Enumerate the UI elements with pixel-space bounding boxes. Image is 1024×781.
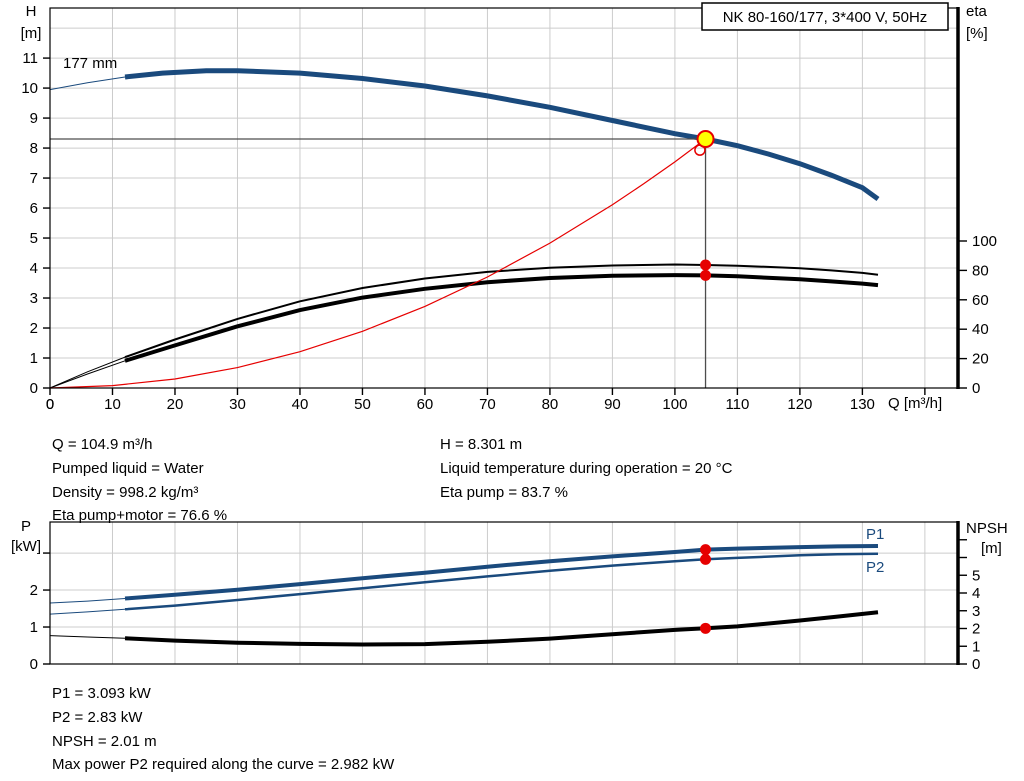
npsh-curve xyxy=(124,610,879,647)
tick-label: 1 xyxy=(30,350,38,367)
h-axis-unit: [m] xyxy=(21,25,42,42)
p-axis-unit: [kW] xyxy=(11,538,41,555)
info-line-temperature: Liquid temperature during operation = 20… xyxy=(440,459,733,477)
p1-curve xyxy=(124,544,879,601)
tick-label: 1 xyxy=(30,619,38,636)
tick-label: 60 xyxy=(972,292,989,309)
tick-label: 1 xyxy=(972,638,980,655)
info-line-p2: P2 = 2.83 kW xyxy=(52,708,143,726)
tick-label: 9 xyxy=(30,110,38,127)
tick-label: 0 xyxy=(972,656,980,673)
tick-label: 4 xyxy=(30,260,38,277)
tick-label: 100 xyxy=(662,396,687,413)
tick-label: 3 xyxy=(30,290,38,307)
info-line-p1: P1 = 3.093 kW xyxy=(52,685,151,702)
tick-label: 11 xyxy=(22,50,38,67)
tick-label: 30 xyxy=(229,396,246,413)
info-line-npsh: NPSH = 2.01 m xyxy=(52,732,157,750)
tick-label: 0 xyxy=(30,380,38,397)
eta-axis-label: eta xyxy=(966,3,988,20)
tick-label: 40 xyxy=(292,396,309,413)
duty-info-right: H = 8.301 m Liquid temperature during op… xyxy=(440,433,732,504)
p1-curve xyxy=(49,598,126,604)
tick-label: 0 xyxy=(30,656,38,673)
tick-label: 7 xyxy=(30,170,38,187)
pump-title: NK 80-160/177, 3*400 V, 50Hz xyxy=(723,9,928,26)
eta-pump-curve xyxy=(49,356,126,389)
eta-pump-dot xyxy=(700,259,712,271)
info-line-eta-pump-motor: Eta pump+motor = 76.6 % xyxy=(52,507,228,525)
tick-label: 4 xyxy=(972,585,980,602)
tick-label: 2 xyxy=(972,621,980,638)
tick-label: 50 xyxy=(354,396,371,413)
pump-title-box xyxy=(701,2,949,31)
eta-pump-motor-curve xyxy=(124,273,879,363)
qh-chart: 0 10 20 30 40 50 60 70 80 90 100 110 120 130012345678… xyxy=(21,7,997,413)
h-curve xyxy=(124,68,880,202)
tick-label: 20 xyxy=(167,396,184,413)
tick-label: 5 xyxy=(972,567,980,584)
tick-label: 20 xyxy=(972,351,989,368)
info-line-h: H = 8.301 m xyxy=(440,436,523,453)
tick-label: 70 xyxy=(479,396,496,413)
tick-label: 10 xyxy=(21,80,38,97)
npsh-axis-unit: [m] xyxy=(981,540,1002,557)
tick-label: 2 xyxy=(30,582,38,599)
p2-curve-label: P2 xyxy=(866,559,884,576)
info-line-liquid: Pumped liquid = Water xyxy=(52,459,204,477)
npsh-curve xyxy=(49,635,126,639)
p1-dot xyxy=(700,544,712,556)
tick-label: 90 xyxy=(604,396,621,413)
info-line-q: Q = 104.9 m³/h xyxy=(52,436,153,453)
tick-label: 130 xyxy=(850,396,875,413)
npsh-axis-label: NPSH xyxy=(966,520,1008,537)
q-axis-label: Q [m³/h] xyxy=(888,395,942,412)
tick-label: 8 xyxy=(30,140,38,157)
tick-label: 0 xyxy=(46,396,54,413)
impeller-diameter-label: 177 mm xyxy=(63,55,117,72)
duty-info-left: Q = 104.9 m³/h Pumped liquid = Water Den… xyxy=(52,433,227,528)
npsh-dot xyxy=(700,622,712,634)
p-axis-label: P xyxy=(21,518,31,535)
system-curve xyxy=(49,138,706,389)
tick-label: 110 xyxy=(725,396,749,413)
tick-label: 80 xyxy=(542,396,559,413)
tick-label: 5 xyxy=(30,230,38,247)
info-line-density: Density = 998.2 kg/m³ xyxy=(52,483,199,501)
p2-dot xyxy=(700,553,712,565)
duty-point-marker[interactable] xyxy=(696,130,715,149)
eta-pump-curve xyxy=(124,263,879,359)
plot-border xyxy=(49,7,959,389)
p2-curve xyxy=(124,552,879,611)
info-line-max-p2: Max power P2 required along the curve = … xyxy=(52,756,395,774)
tick-label: 100 xyxy=(972,233,997,250)
h-curve xyxy=(49,76,126,91)
tick-label: 2 xyxy=(30,320,38,337)
eta-pump-motor-dot xyxy=(700,269,712,281)
p2-curve xyxy=(49,608,126,615)
tick-label: 3 xyxy=(972,603,980,620)
info-line-eta-pump: Eta pump = 83.7 % xyxy=(440,483,568,501)
p1-curve-label: P1 xyxy=(866,526,884,543)
power-info: P1 = 3.093 kW P2 = 2.83 kW NPSH = 2.01 m… xyxy=(52,682,394,777)
tick-label: 40 xyxy=(972,321,989,338)
eta-pump-motor-curve xyxy=(49,360,126,389)
h-axis-label: H xyxy=(26,3,37,20)
tick-label: 6 xyxy=(30,200,38,217)
tick-label: 80 xyxy=(972,262,989,279)
tick-label: 120 xyxy=(787,396,812,413)
eta-axis-unit: [%] xyxy=(966,25,988,42)
tick-label: 60 xyxy=(417,396,434,413)
tick-label: 0 xyxy=(972,380,980,397)
tick-label: 10 xyxy=(104,396,121,413)
tick-label: 0 xyxy=(46,396,54,413)
